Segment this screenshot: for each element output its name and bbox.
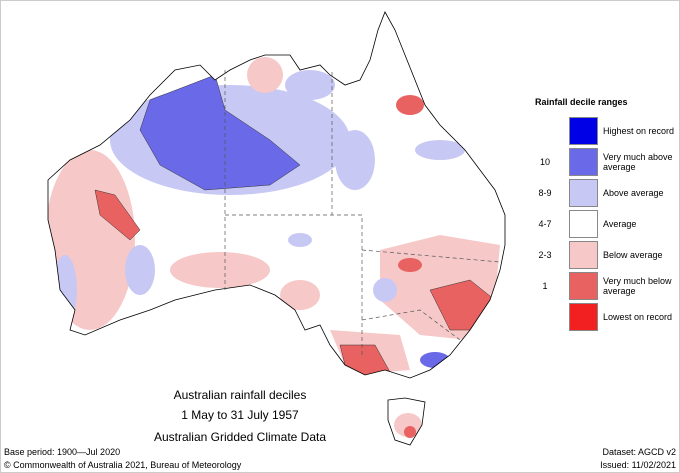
legend-swatch — [569, 303, 598, 331]
map-title: Australian rainfall deciles — [173, 388, 307, 402]
map-source: Australian Gridded Climate Data — [153, 430, 327, 444]
coastline — [47, 11, 506, 446]
legend-label: Average — [603, 219, 637, 229]
legend-label: Above average — [603, 188, 664, 198]
legend-label: Lowest on record — [603, 312, 673, 322]
copyright: © Commonwealth of Australia 2021, Bureau… — [4, 460, 242, 470]
legend-range: 10 — [539, 157, 550, 167]
legend-swatch — [569, 117, 598, 145]
legend-swatch — [569, 210, 598, 238]
map-period: 1 May to 31 July 1957 — [181, 408, 299, 422]
issued: Issued: 11/02/2021 — [600, 460, 676, 470]
legend-swatch — [569, 241, 598, 269]
legend-label: Very much below average — [603, 276, 672, 296]
legend-range: 4-7 — [538, 219, 552, 229]
base-period: Base period: 1900—Jul 2020 — [4, 447, 121, 457]
dataset: Dataset: AGCD v2 — [602, 447, 676, 457]
legend-swatch — [569, 272, 598, 300]
legend-label: Highest on record — [603, 126, 675, 136]
legend-swatch — [569, 179, 598, 207]
legend-label: Below average — [603, 250, 663, 260]
legend-range: 1 — [542, 281, 548, 291]
state-borders — [224, 70, 501, 355]
legend-title: Rainfall decile ranges — [535, 97, 628, 107]
legend-range: 8-9 — [538, 188, 552, 198]
legend-swatch — [569, 148, 598, 176]
legend-label: Very much above average — [603, 152, 673, 172]
legend-range: 2-3 — [538, 250, 552, 260]
